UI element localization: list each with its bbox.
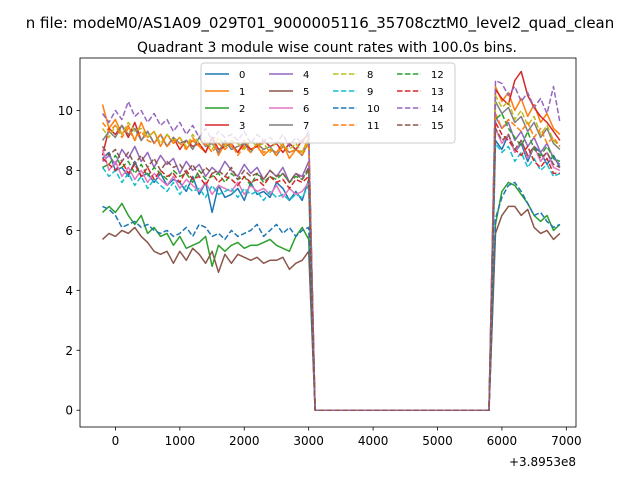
x-tick-label: 1000 [165,434,196,448]
x-tick-label: 6000 [487,434,518,448]
chart-title: Quadrant 3 module wise count rates with … [137,40,517,56]
plot-frame [79,57,577,428]
series-group [101,70,561,411]
legend-label-12: 12 [431,70,444,81]
figure-suptitle: n file: modeM0/AS1A09_029T01_9000005116_… [26,14,615,33]
x-tick-label: 7000 [551,434,582,448]
legend-label-4: 4 [303,70,309,81]
y-tick-label: 8 [65,164,73,178]
legend-label-11: 11 [367,121,380,132]
y-tick-label: 4 [65,284,73,298]
legend-label-15: 15 [431,121,444,132]
legend-label-14: 14 [431,104,444,115]
x-tick-label: 5000 [422,434,453,448]
legend-label-10: 10 [367,104,380,115]
y-tick-label: 10 [58,104,73,118]
y-tick-label: 6 [65,224,73,238]
y-tick-label: 2 [65,344,73,358]
legend-label-6: 6 [303,104,309,115]
legend-label-1: 1 [239,87,245,98]
x-offset-label: +3.8953e8 [509,455,576,469]
x-tick-label: 3000 [293,434,324,448]
legend-label-8: 8 [367,70,373,81]
x-tick-label: 4000 [358,434,389,448]
legend-label-13: 13 [431,87,444,98]
y-tick-label: 0 [65,404,73,418]
legend-label-2: 2 [239,104,245,115]
legend-label-0: 0 [239,70,245,81]
legend-label-7: 7 [303,121,309,132]
legend-label-3: 3 [239,121,245,132]
x-tick-label: 2000 [229,434,260,448]
x-tick-label: 0 [112,434,120,448]
series-line-15 [101,127,561,411]
legend-label-9: 9 [367,87,373,98]
legend-label-5: 5 [303,87,309,98]
legend-box [200,62,456,144]
